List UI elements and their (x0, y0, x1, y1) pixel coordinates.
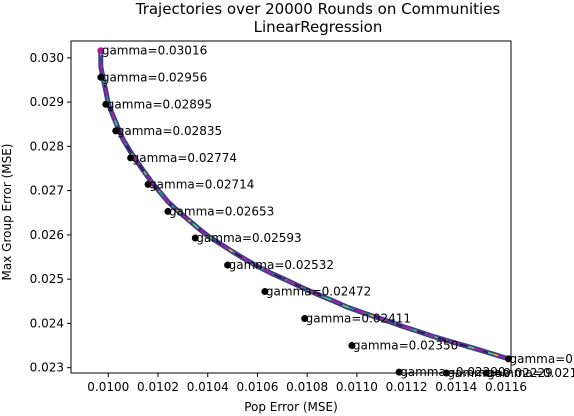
gamma-point (505, 355, 513, 363)
chart-title-line-2: LinearRegression (254, 18, 383, 36)
gamma-label: gamma=0.02350 (353, 339, 458, 353)
gamma-point (97, 47, 105, 55)
gamma-point (224, 261, 232, 269)
x-tick-label: 0.0108 (286, 380, 328, 394)
gamma-label: gamma=0.02472 (266, 285, 371, 299)
gamma-label: gamma=0.02290 (400, 365, 505, 379)
y-tick-label: 0.025 (30, 272, 64, 286)
gamma-point (348, 342, 356, 350)
y-tick-label: 0.027 (30, 184, 64, 198)
y-tick-label: 0.024 (30, 316, 64, 330)
gamma-point (127, 154, 135, 162)
gamma-label: gamma=0.02835 (117, 124, 222, 138)
chart-title-line-1: Trajectories over 20000 Rounds on Commun… (135, 0, 501, 18)
gamma-point (97, 73, 105, 81)
x-tick-label: 0.0114 (435, 380, 477, 394)
gamma-point (261, 288, 269, 296)
x-tick-label: 0.0110 (336, 380, 378, 394)
x-tick-label: 0.0104 (187, 380, 229, 394)
gamma-label: gamma=0.02593 (196, 231, 301, 245)
gamma-point (144, 180, 152, 188)
y-tick-label: 0.023 (30, 361, 64, 375)
gamma-label: gamma=0.02532 (229, 258, 334, 272)
gamma-label: gamma=0.02229 (447, 366, 552, 380)
gamma-label: gamma=0.02411 (306, 312, 411, 326)
x-axis: 0.0100 0.0102 0.0104 0.0106 0.0108 0.0110 0.01… (87, 373, 527, 394)
gamma-point (102, 100, 110, 108)
y-tick-label: 0.026 (30, 228, 64, 242)
gamma-point (112, 127, 120, 135)
x-tick-label: 0.0116 (485, 380, 527, 394)
trajectory-line-accent (100, 49, 510, 360)
x-tick-label: 0.0102 (137, 380, 179, 394)
x-axis-label: Pop Error (MSE) (244, 400, 338, 414)
y-axis-label: Max Group Error (MSE) (0, 144, 14, 281)
axes-frame (70, 40, 512, 374)
gamma-label: gamma=0.02169 (487, 366, 574, 380)
plot-area (98, 48, 511, 362)
x-tick-label: 0.0112 (386, 380, 428, 394)
x-tick-label: 0.0100 (87, 380, 129, 394)
gamma-label: gamma=0.02895 (107, 97, 212, 111)
gamma-point (395, 368, 403, 376)
x-tick-label: 0.0106 (236, 380, 278, 394)
gamma-label: gamma=0.03016 (102, 44, 207, 58)
gamma-point (301, 315, 309, 323)
y-axis: 0.023 0.024 0.025 0.026 0.027 0.028 0.029 0.030 (30, 51, 71, 375)
y-tick-label: 0.029 (30, 95, 64, 109)
gamma-label: gamma=0.0 (510, 352, 574, 366)
y-tick-label: 0.030 (30, 51, 64, 65)
gamma-label: gamma=0.02956 (102, 70, 207, 84)
gamma-label: gamma=0.02714 (149, 177, 254, 191)
gamma-point (164, 207, 172, 215)
gamma-label: gamma=0.02774 (132, 151, 237, 165)
gamma-annotations: gamma=0.03016 gamma=0.02956 gamma=0.02895 g… (97, 44, 574, 380)
gamma-point (442, 369, 450, 377)
gamma-point (482, 369, 490, 377)
y-tick-label: 0.028 (30, 139, 64, 153)
gamma-label: gamma=0.02653 (169, 204, 274, 218)
gamma-point (191, 234, 199, 242)
